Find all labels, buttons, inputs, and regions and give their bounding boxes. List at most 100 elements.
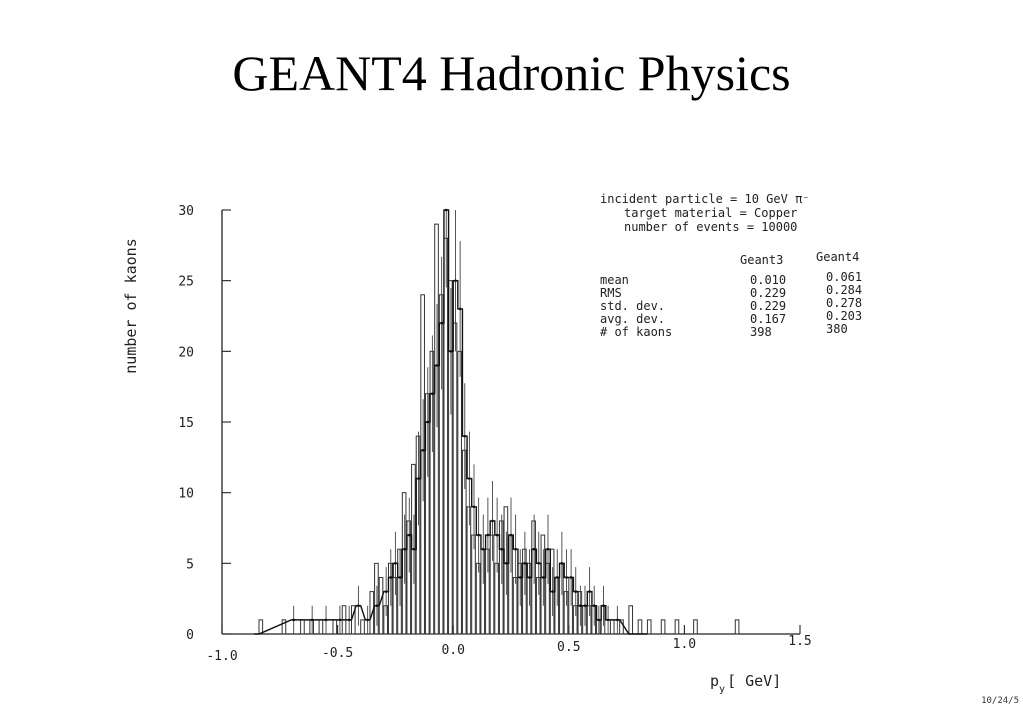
stats-row-label: std. dev. — [600, 299, 665, 313]
stats-value-geant4: 0.061 — [826, 270, 862, 284]
geant4-point — [366, 618, 369, 622]
geant4-point — [495, 533, 499, 537]
geant3-bar — [498, 520, 504, 635]
y-tick-label: 20 — [178, 345, 194, 360]
geant3-bar — [475, 562, 481, 635]
geant3-bar — [512, 576, 518, 635]
geant4-point — [454, 279, 457, 282]
geant3-bar — [258, 619, 264, 635]
geant4-point — [555, 576, 559, 579]
geant4-point — [375, 604, 379, 608]
geant4-point — [347, 618, 351, 622]
geant3-bar — [360, 619, 365, 635]
y-axis-label: number of kaons — [122, 238, 140, 373]
geant4-point — [486, 533, 490, 537]
stats-value-geant3: 0.010 — [750, 273, 786, 287]
stats-value-geant4: 0.278 — [826, 296, 862, 310]
geant3-bar — [619, 619, 624, 635]
geant4-point — [338, 618, 342, 622]
geant3-bar — [443, 237, 449, 635]
geant4-point — [431, 392, 434, 396]
geant4-point — [444, 208, 448, 212]
geant3-bar — [693, 619, 698, 635]
geant3-bar — [572, 605, 578, 635]
x-tick-label: 1.0 — [673, 637, 696, 652]
geant4-point — [616, 618, 619, 622]
x-axis-label-sub: y — [719, 684, 725, 695]
slide-title: GEANT4 Hadronic Physics — [232, 45, 791, 101]
geant3-bar — [646, 619, 652, 635]
geant4-point — [597, 618, 601, 622]
geant4-point — [394, 562, 397, 565]
geant4-point — [565, 576, 568, 579]
geant3-bar — [438, 294, 444, 635]
geant4-point — [551, 590, 554, 593]
info-number-of-events: number of events = 10000 — [624, 220, 797, 234]
stats-row-label: avg. dev. — [600, 312, 665, 326]
stats-row-label: mean — [600, 273, 629, 287]
x-tick-label: -1.0 — [206, 649, 237, 664]
geant4-point — [602, 604, 605, 608]
x-tick-label: 0.5 — [557, 640, 580, 655]
geant4-point — [546, 547, 550, 551]
geant3-bar — [494, 562, 499, 635]
geant3-bar — [485, 548, 490, 635]
x-axis-label-unit: [ GeV] — [727, 672, 781, 690]
geant3-bar — [471, 534, 476, 635]
geant4-point — [417, 477, 420, 480]
geant4-point — [560, 562, 564, 565]
geant4-point — [463, 434, 467, 438]
geant4-point — [407, 533, 411, 537]
x-tick-label: 1.5 — [788, 634, 811, 649]
geant3-bar — [397, 548, 402, 635]
stats-row-label: RMS — [600, 286, 622, 300]
geant3-bar — [452, 322, 458, 635]
y-tick-label: 10 — [178, 487, 194, 502]
x-tick-label: -0.5 — [322, 646, 353, 661]
stats-value-geant4: 0.284 — [826, 283, 862, 297]
geant3-bar — [582, 605, 587, 635]
geant4-point — [389, 576, 393, 579]
geant4-point — [592, 604, 596, 608]
geant3-bar — [387, 562, 393, 635]
geant4-point — [403, 547, 406, 551]
axes: 0 5 10 15 20 25 30 -1.0 -0.5 0.0 0.5 1.0 1.5 — [178, 204, 811, 664]
geant4-point — [472, 505, 476, 509]
geant3-bar — [466, 506, 472, 635]
x-tick-label: 0.0 — [441, 643, 464, 658]
geant3-bar — [318, 619, 324, 635]
x-axis-label: py[ GeV] — [710, 672, 781, 695]
geant4-point — [412, 547, 416, 551]
geant4-point — [537, 562, 541, 565]
geant4-point — [518, 576, 522, 579]
geant4-point — [569, 576, 573, 579]
geant4-point — [579, 604, 582, 608]
geant3-bar — [522, 548, 527, 635]
geant4-point — [514, 547, 517, 551]
geant3-bar — [281, 619, 287, 635]
geant3-bar — [540, 534, 546, 635]
stats-row-label: # of kaons — [600, 325, 672, 339]
x-axis-label-main: p — [710, 672, 719, 690]
geant4-point — [324, 618, 328, 622]
geant4-point — [606, 618, 610, 622]
geant4-point — [435, 364, 439, 367]
geant4-point — [449, 350, 453, 353]
y-tick-label: 5 — [186, 557, 194, 572]
geant4-point — [505, 562, 508, 565]
geant4-step-line — [254, 209, 648, 635]
geant3-bar — [480, 548, 486, 635]
geant4-point — [292, 618, 295, 622]
geant3-bar — [434, 223, 439, 635]
geant3-bar — [577, 591, 583, 635]
geant3-bar — [300, 619, 305, 635]
geant3-bar — [489, 534, 495, 635]
stats-value-geant3: 0.229 — [750, 299, 786, 313]
geant4-point — [468, 477, 471, 480]
geant4-point — [384, 590, 388, 593]
info-incident-particle: incident particle = 10 GeV π⁻ — [600, 192, 810, 206]
stats-value-geant4: 0.203 — [826, 309, 862, 323]
stats-value-geant4: 380 — [826, 322, 848, 336]
geant4-point — [458, 307, 462, 311]
